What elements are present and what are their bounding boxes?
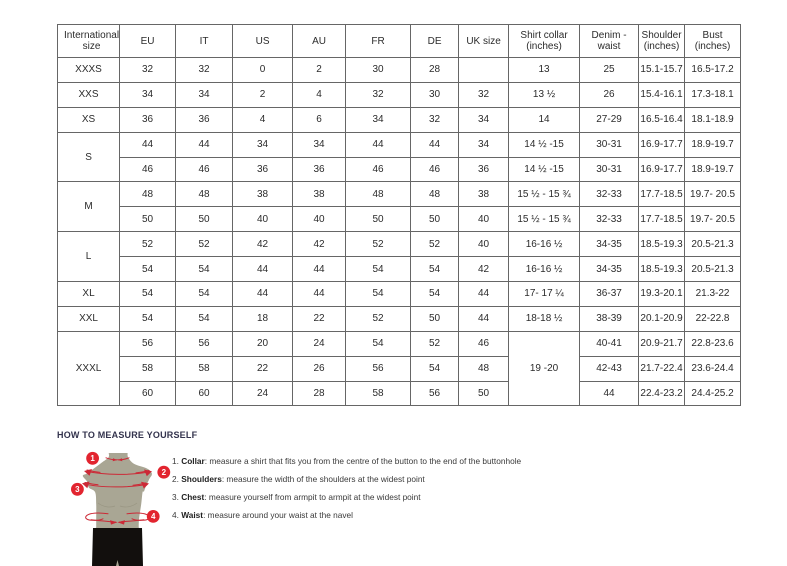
svg-text:4: 4 xyxy=(151,512,156,521)
svg-text:3: 3 xyxy=(75,485,80,494)
svg-text:2: 2 xyxy=(162,468,167,477)
svg-text:1: 1 xyxy=(90,454,95,463)
